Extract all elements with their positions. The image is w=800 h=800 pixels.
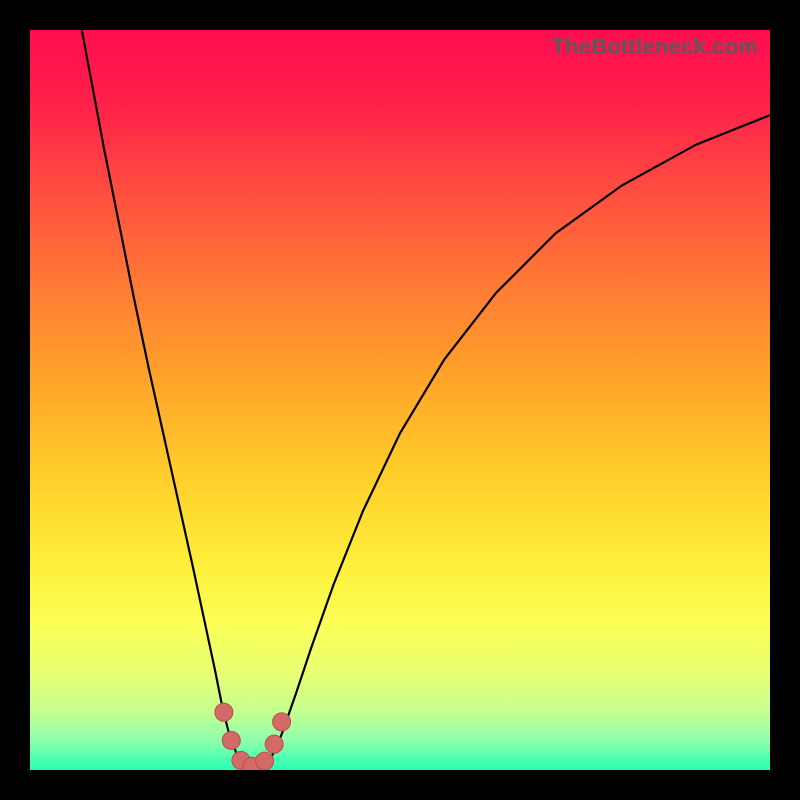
curve-marker [256,752,274,770]
curve-marker [222,731,240,749]
curve-marker [273,713,291,731]
chart-frame: TheBottleneck.com [0,0,800,800]
curve-marker [265,735,283,753]
marker-group [215,703,291,770]
curve-layer [30,30,770,770]
watermark: TheBottleneck.com [552,34,758,60]
bottleneck-curve [82,30,770,767]
curve-marker [215,703,233,721]
plot-area: TheBottleneck.com [30,30,770,770]
